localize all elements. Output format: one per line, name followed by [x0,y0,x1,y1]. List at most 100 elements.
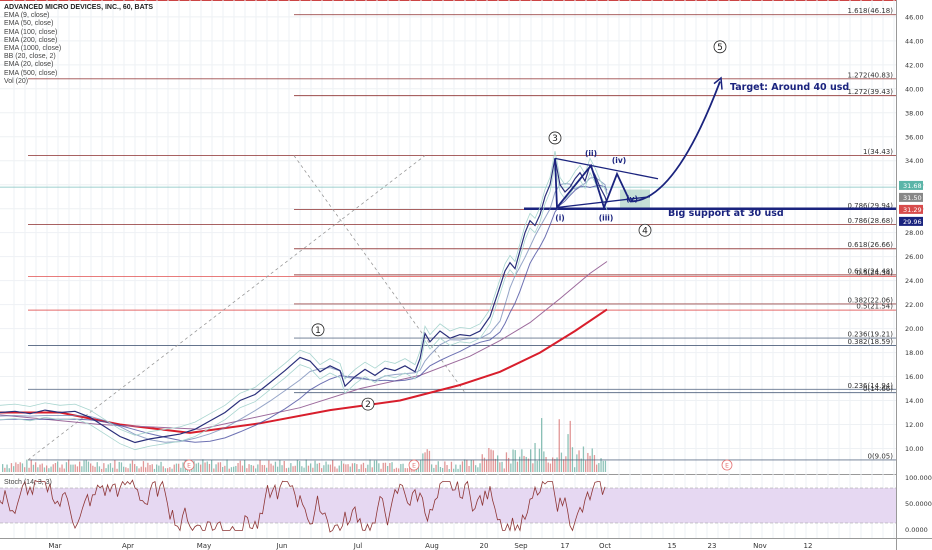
volume-bar [8,468,10,472]
volume-bar [252,465,255,472]
volume-bar [534,442,536,472]
volume-bar [402,463,404,472]
volume-bar [288,467,290,472]
volume-bar [453,468,455,472]
volume-bar [565,456,567,472]
volume-bar [96,462,98,472]
volume-bar [127,468,129,472]
volume-bar [237,463,239,472]
volume-bar [376,460,378,472]
volume-bar [521,449,523,472]
volume-bar [158,465,160,472]
volume-bar [373,460,376,472]
volume-bar [382,462,384,472]
volume-bar [94,466,96,472]
volume-bar [420,460,422,472]
volume-bar [574,467,576,472]
volume-bar [558,419,560,472]
volume-bar [428,450,431,472]
wave-label: 1 [315,326,321,336]
legend-item: EMA (50, close) [4,20,54,28]
projection-arrowhead [713,76,723,90]
volume-bar [338,465,340,472]
triangle-upper [554,157,659,180]
volume-bar [21,463,24,472]
volume-bar [391,462,393,472]
volume-bar [538,448,541,472]
chart-title: ADVANCED MICRO DEVICES, INC., 60, BATS [4,4,154,11]
volume-bar [10,463,13,472]
volume-bar [235,465,237,472]
volume-bar [61,464,63,472]
earnings-marker [721,459,733,471]
volume-bar [145,467,147,472]
volume-bar [85,459,87,472]
volume-bar [292,466,294,472]
volume-bar [147,462,149,472]
volume-bar [213,468,215,472]
volume-bar [195,463,197,472]
volume-bar [316,463,318,472]
fib-label: 1.272(39.43) [847,88,893,96]
wave-marker [361,397,375,411]
y-tick-label: 26.00 [905,253,924,261]
volume-bar [178,463,180,472]
volume-bar [263,465,266,472]
legend-item: Vol (20) [4,77,29,85]
bb-upper [0,151,608,436]
x-tick-label: Nov [753,542,767,550]
volume-bar [442,467,444,472]
volume-bar [406,468,409,472]
fib-label: 0.236(19.21) [847,331,893,339]
y-tick-label: 28.00 [905,229,924,237]
volume-bar [48,468,50,472]
x-tick-label: 12 [804,542,813,550]
wave-label: 4 [642,226,648,236]
volume-bar [461,461,464,472]
volume-bar [46,465,48,472]
volume-bar [598,463,600,472]
volume-bar [354,463,356,472]
wave-zigzag [554,158,631,211]
volume-bar [299,461,301,472]
target-annotation: Target: Around 40 usd [730,82,849,93]
volume-bar [6,464,8,472]
volume-bar [523,455,525,472]
volume-bar [239,460,241,472]
y-tick-label: 36.00 [905,133,924,141]
x-tick-label: Sep [514,542,528,550]
volume-bar [365,468,367,472]
volume-bar [378,463,380,472]
volume-bar [431,464,433,472]
volume-bar [250,464,252,472]
volume-bar [426,449,428,472]
volume-bar [446,465,448,472]
volume-bar [105,468,107,472]
fib-label: 0.786(29.94) [847,202,893,210]
volume-bar [167,468,169,472]
volume-bar [384,462,387,472]
volume-bar [508,457,510,472]
volume-bar [125,467,127,472]
volume-bar [65,462,68,472]
stoch-tick: 0.0000 [905,526,928,534]
volume-bar [395,467,398,472]
volume-bar [136,466,138,472]
volume-bar [492,450,494,472]
volume-bar [602,460,604,472]
volume-bar [230,467,233,472]
volume-bar [281,465,283,472]
y-tick-label: 42.00 [905,61,924,69]
volume-bar [351,463,354,472]
volume-bar [560,452,563,472]
volume-bar [343,463,345,472]
fib-label: 0.382(18.59) [847,338,893,346]
price-tag [899,192,923,202]
volume-bar [576,454,578,472]
volume-bar [444,461,446,472]
y-tick-label: 46.00 [905,13,924,21]
volume-bar [499,462,501,472]
indicator-legend: ADVANCED MICRO DEVICES, INC., 60, BATS E… [4,4,153,86]
triangle-lower [556,196,651,209]
